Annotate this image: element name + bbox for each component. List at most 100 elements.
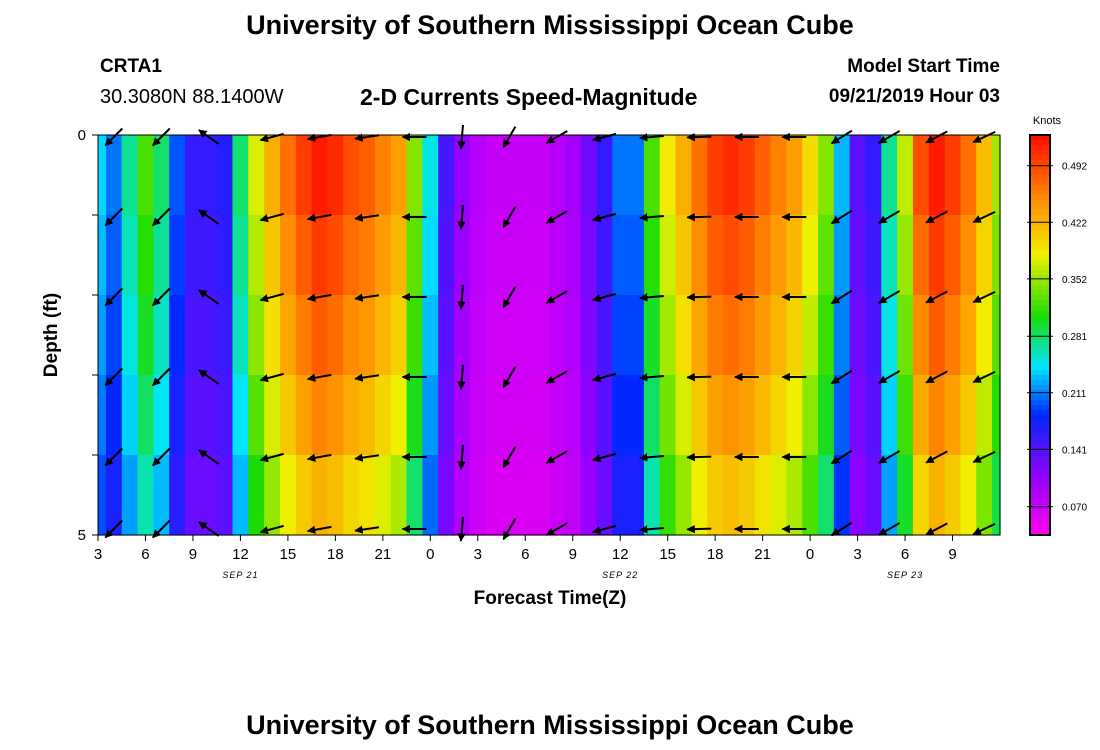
y-axis: 05 xyxy=(78,127,98,544)
heatmap-cell xyxy=(596,375,613,456)
heatmap-cell xyxy=(897,295,914,376)
heatmap-cell xyxy=(628,375,645,456)
heatmap-cell xyxy=(517,215,534,296)
station-coords: 30.3080N 88.1400W xyxy=(100,86,284,108)
heatmap-cell xyxy=(485,295,503,376)
heatmap-cell xyxy=(406,375,423,456)
colorbar-segment xyxy=(1030,415,1050,421)
heatmap-cell xyxy=(944,455,962,536)
heatmap-cell xyxy=(770,375,787,456)
current-arrow xyxy=(830,521,853,537)
colorbar-segment xyxy=(1030,225,1050,231)
colorbar-segment xyxy=(1030,170,1050,176)
colorbar-segment xyxy=(1030,525,1050,531)
current-arrow xyxy=(306,213,332,222)
heatmap-cell xyxy=(169,215,186,296)
heatmap-cell xyxy=(200,215,218,296)
heatmap-cell xyxy=(501,455,518,536)
heatmap-cell xyxy=(802,375,819,456)
heatmap-cell xyxy=(169,455,186,536)
current-arrow xyxy=(104,127,124,147)
current-arrow xyxy=(591,452,617,463)
colorbar-segment xyxy=(1030,230,1050,236)
current-arrow xyxy=(545,210,568,224)
colorbar-segment xyxy=(1030,155,1050,161)
heatmap-cell xyxy=(454,295,471,376)
colorbar-segment xyxy=(1030,530,1050,536)
heatmap-cell xyxy=(248,215,265,296)
heatmap-cell xyxy=(185,375,202,456)
heatmap-cell xyxy=(311,295,329,376)
colorbar-segment xyxy=(1030,185,1050,191)
x-tick-label: 6 xyxy=(901,546,909,563)
heatmap-cell xyxy=(422,455,439,536)
x-tick-label: 12 xyxy=(612,546,629,563)
heatmap-cell xyxy=(501,295,518,376)
heatmap-cell xyxy=(374,375,392,456)
x-tick-label: 6 xyxy=(521,546,529,563)
heatmap-cell xyxy=(454,135,471,216)
colorbar-segment xyxy=(1030,455,1050,461)
heatmap-cell xyxy=(295,375,313,456)
heatmap-cell xyxy=(580,215,598,296)
heatmap-cell xyxy=(691,295,708,376)
colorbar-segment xyxy=(1030,165,1050,171)
heatmap-cell xyxy=(153,375,170,456)
model-start-label: Model Start Time xyxy=(847,56,1000,77)
heatmap-cells xyxy=(98,135,1001,536)
current-arrow xyxy=(306,373,332,382)
heatmap-cell xyxy=(169,295,186,376)
heatmap-cell xyxy=(406,135,423,216)
heatmap-cell xyxy=(912,135,930,216)
current-arrow xyxy=(198,129,220,145)
heatmap-cell xyxy=(770,295,787,376)
colorbar-segment xyxy=(1030,465,1050,471)
current-arrow xyxy=(502,446,517,469)
heatmap-cell xyxy=(881,215,898,296)
colorbar-label: Knots xyxy=(1033,115,1062,127)
current-arrow xyxy=(104,287,124,307)
heatmap-cell xyxy=(612,135,629,216)
current-arrow xyxy=(686,292,712,302)
heatmap-cell xyxy=(533,295,550,376)
colorbar-segment xyxy=(1030,480,1050,486)
date-label: SEP 22 xyxy=(602,570,638,580)
heatmap-cell xyxy=(232,375,249,456)
current-arrow xyxy=(545,522,568,536)
current-arrow xyxy=(878,130,901,144)
colorbar-segment xyxy=(1030,520,1050,526)
current-arrow xyxy=(104,447,124,467)
heatmap-cell xyxy=(438,455,455,536)
colorbar-segment xyxy=(1030,370,1050,376)
current-arrow xyxy=(639,525,664,534)
heatmap-cell xyxy=(754,215,772,296)
current-arrow xyxy=(306,133,332,142)
heatmap-cell xyxy=(216,455,234,536)
heatmap-cell xyxy=(802,295,819,376)
heatmap-cell xyxy=(833,135,851,216)
heatmap-cell xyxy=(976,135,993,216)
heatmap-cell xyxy=(549,295,566,376)
heatmap-cell xyxy=(485,215,503,296)
current-arrow xyxy=(686,372,712,382)
heatmap-cell xyxy=(200,455,218,536)
heatmap-cell xyxy=(643,215,661,296)
heatmap-cell xyxy=(881,135,898,216)
heatmap-cell xyxy=(612,375,629,456)
heatmap-cell xyxy=(137,375,154,456)
heatmap-cell xyxy=(153,295,170,376)
heatmap-cell xyxy=(533,375,550,456)
current-arrow xyxy=(830,449,853,465)
heatmap-cell xyxy=(612,455,629,536)
heatmap-cell xyxy=(295,135,313,216)
heatmap-cell xyxy=(770,135,787,216)
current-arrow xyxy=(972,210,996,224)
heatmap-cell xyxy=(105,215,123,296)
colorbar-tick-label: 0.492 xyxy=(1062,162,1087,173)
heatmap-cell xyxy=(833,455,851,536)
x-tick-label: 3 xyxy=(94,546,102,563)
heatmap-cell xyxy=(327,295,344,376)
x-tick-label: 15 xyxy=(280,546,297,563)
heatmap-cell xyxy=(327,215,344,296)
colorbar-tick-label: 0.281 xyxy=(1062,332,1087,343)
